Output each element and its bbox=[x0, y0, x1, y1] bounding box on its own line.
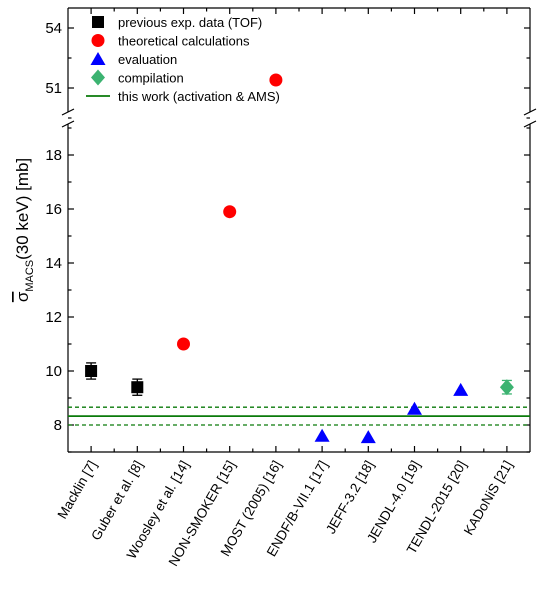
axis-break-slash bbox=[61, 108, 75, 116]
y-tick-label: 51 bbox=[45, 80, 62, 97]
axis-break-marks bbox=[61, 108, 537, 128]
data-point-triangle bbox=[360, 430, 376, 444]
y-tick-label: 14 bbox=[45, 255, 62, 272]
data-point-circle bbox=[223, 205, 237, 219]
data-point-triangle bbox=[314, 428, 330, 442]
y-tick-label: 16 bbox=[45, 201, 62, 218]
axis-break-slash bbox=[61, 120, 75, 128]
y-label-rest: (30 keV) [mb] bbox=[13, 158, 32, 260]
x-category-label: Macklin [7] bbox=[54, 458, 99, 521]
x-category-label: JEFF-3.2 [18] bbox=[323, 458, 377, 536]
this-work-reference-line bbox=[68, 406, 530, 426]
data-point-circle bbox=[269, 73, 283, 87]
data-point-square bbox=[85, 365, 98, 377]
y-tick-label: 10 bbox=[45, 363, 62, 380]
y-axis-ticks: 8 10 12 14 16 18 51 54 bbox=[45, 20, 530, 453]
legend-marker-diamond bbox=[91, 69, 105, 86]
legend-marker-circle bbox=[91, 34, 105, 47]
data-points bbox=[85, 73, 514, 444]
x-category-label: KADoNiS [21] bbox=[461, 458, 516, 538]
data-point-square bbox=[131, 381, 144, 394]
data-point-triangle bbox=[407, 401, 422, 415]
legend-label: previous exp. data (TOF) bbox=[118, 15, 262, 30]
axis-break-slash bbox=[523, 120, 537, 128]
legend-label: theoretical calculations bbox=[118, 34, 250, 49]
y-axis-label: σMACS(30 keV) [mb] bbox=[13, 158, 36, 302]
axis-break-slash bbox=[523, 108, 537, 116]
legend-label: this work (activation & AMS) bbox=[118, 89, 280, 104]
data-point-triangle bbox=[453, 382, 469, 396]
y-label-subscript: MACS bbox=[24, 260, 36, 292]
data-point-diamond bbox=[499, 379, 514, 396]
legend: previous exp. data (TOF) theoretical calc… bbox=[86, 15, 280, 104]
y-tick-label: 12 bbox=[45, 309, 62, 326]
y-label-sigma: σ bbox=[13, 291, 32, 302]
y-tick-label: 54 bbox=[45, 20, 62, 37]
legend-marker-square bbox=[92, 16, 104, 28]
legend-label: compilation bbox=[118, 71, 184, 86]
legend-marker-triangle bbox=[90, 52, 106, 65]
data-point-circle bbox=[177, 337, 190, 351]
y-tick-label: 18 bbox=[45, 147, 62, 164]
y-tick-label: 8 bbox=[54, 417, 62, 434]
legend-label: evaluation bbox=[118, 52, 177, 67]
